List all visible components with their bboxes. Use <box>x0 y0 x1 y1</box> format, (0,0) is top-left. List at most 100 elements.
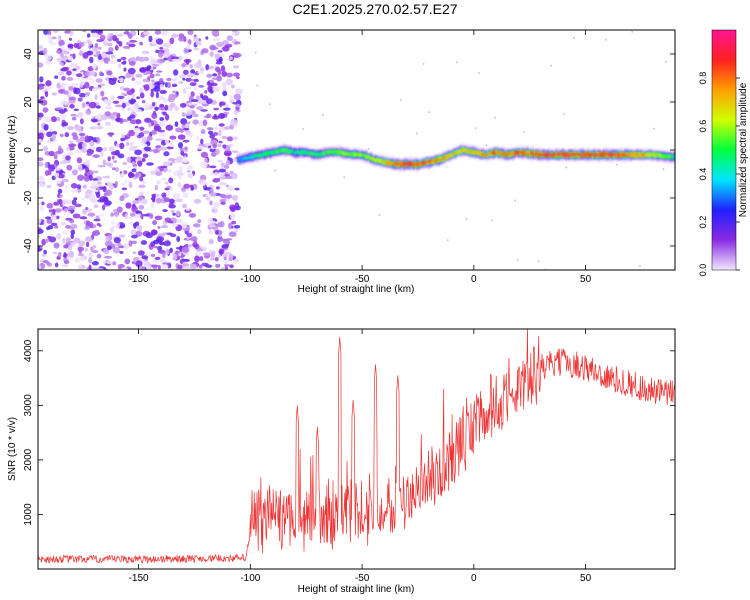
spectrogram-noise-cell <box>47 34 52 40</box>
spectrogram-noise-cell <box>231 30 238 33</box>
spectrogram-noise-cell <box>50 116 57 123</box>
spectrogram-noise-cell <box>136 225 143 232</box>
spectrogram-noise-cell <box>149 58 157 65</box>
spectrogram-noise-cell <box>163 57 169 61</box>
spectrogram-noise-cell <box>175 210 181 217</box>
spectrogram-noise-cell <box>153 245 158 249</box>
spectrogram-noise-cell <box>105 175 110 179</box>
spectrogram-noise-cell <box>142 130 150 135</box>
spectrogram-noise-cell <box>101 52 108 59</box>
spectrogram-noise-cell <box>70 113 77 117</box>
spectrogram-noise-cell <box>151 264 159 268</box>
spectrogram-noise-cell <box>167 82 171 89</box>
spectrogram-noise-cell <box>196 106 201 110</box>
spectrogram-ridge-cell <box>353 152 357 157</box>
spectrogram-noise-cell <box>221 267 225 270</box>
spectrogram-noise-cell <box>66 126 75 131</box>
spectrogram-noise-cell <box>220 126 225 130</box>
snr-xtick-label: 50 <box>580 573 592 584</box>
spectrogram-noise-cell <box>170 102 176 108</box>
spectrogram-xtick-label: -50 <box>355 274 370 285</box>
spectrogram-noise-cell <box>119 86 125 90</box>
spectrogram-noise-cell <box>217 159 223 163</box>
spectrogram-noise-cell <box>44 54 52 61</box>
spectrogram-noise-cell <box>125 142 130 147</box>
spectrogram-noise-cell <box>116 206 123 213</box>
spectrogram-noise-cell <box>105 189 112 196</box>
spectrogram-noise-cell <box>130 229 137 236</box>
spectrogram-noise-cell <box>156 236 165 242</box>
spectrogram-noise-cell <box>615 163 618 166</box>
spectrogram-noise-cell <box>212 37 221 42</box>
spectrogram-noise-cell <box>218 129 222 137</box>
spectrogram-noise-cell <box>159 165 168 169</box>
spectrogram-noise-cell <box>58 109 66 114</box>
spectrogram-noise-cell <box>378 213 381 216</box>
spectrogram-noise-cell <box>215 230 219 235</box>
spectrogram-noise-cell <box>164 139 169 144</box>
spectrogram-ridge-cell <box>499 152 503 156</box>
spectrogram-noise-cell <box>121 133 126 139</box>
spectrogram-noise-cell <box>152 220 158 226</box>
spectrogram-noise-cell <box>179 102 187 108</box>
colorbar: 0.0 0.2 0.4 0.6 0.8 Normalized spectral ampl… <box>698 29 749 276</box>
spectrogram-noise-cell <box>186 232 193 238</box>
spectrogram-noise-cell <box>177 264 183 270</box>
spectrogram-noise-cell <box>187 102 194 106</box>
spectrogram-noise-cell <box>193 36 200 42</box>
spectrogram-noise-cell <box>177 55 183 61</box>
spectrogram-noise-cell <box>216 177 221 182</box>
spectrogram-noise-cell <box>254 51 257 54</box>
spectrogram-noise-cell <box>88 257 93 264</box>
spectrogram-noise-cell <box>57 252 62 258</box>
spectrogram-noise-cell <box>229 204 237 211</box>
spectrogram-noise-cell <box>160 225 169 229</box>
spectrogram-noise-cell <box>58 198 63 205</box>
spectrogram-noise-cell <box>195 135 200 141</box>
spectrogram-noise-cell <box>109 226 115 234</box>
colorbar-tick-label: 0.2 <box>698 216 708 229</box>
spectrogram-noise-cell <box>152 148 159 154</box>
spectrogram-noise-cell <box>206 127 214 131</box>
spectrogram-noise-cell <box>90 145 95 150</box>
spectrogram-noise-cell <box>64 48 72 52</box>
spectrogram-noise-cell <box>211 46 219 50</box>
spectrogram-noise-cell <box>72 68 77 72</box>
spectrogram-noise-cell <box>52 30 59 34</box>
spectrogram-noise-cell <box>66 77 74 81</box>
spectrogram-noise-cell <box>159 89 168 94</box>
spectrogram-noise-cell <box>211 77 218 80</box>
spectrogram-noise-cell <box>150 170 157 176</box>
spectrogram-noise-cell <box>169 247 173 254</box>
spectrogram-noise-cell <box>71 132 78 137</box>
spectrogram-noise-cell <box>90 193 96 198</box>
spectrogram-noise-cell <box>169 135 177 140</box>
spectrogram-noise-cell <box>201 48 209 54</box>
spectrogram-noise-cell <box>64 199 72 205</box>
spectrogram-noise-cell <box>125 202 132 209</box>
spectrogram-noise-cell <box>142 153 149 158</box>
spectrogram-noise-cell <box>126 89 134 96</box>
spectrogram-noise-cell <box>123 179 131 183</box>
spectrogram-noise-cell <box>182 77 186 81</box>
spectrogram-ridge-cell <box>492 150 496 155</box>
spectrogram-noise-cell <box>61 66 69 72</box>
spectrogram-noise-cell <box>39 206 44 212</box>
spectrogram-noise-cell <box>112 111 118 115</box>
spectrogram-noise-cell <box>107 42 113 47</box>
spectrogram-noise-cell <box>53 153 58 160</box>
spectrogram-noise-cell <box>113 237 121 244</box>
spectrogram-noise-cell <box>173 253 178 261</box>
spectrogram-noise-cell <box>162 111 167 116</box>
spectrogram-noise-cell <box>118 234 126 238</box>
spectrogram-ytick-label: -20 <box>23 190 34 205</box>
spectrogram-noise-cell <box>189 64 193 69</box>
spectrogram-noise-cell <box>134 103 139 108</box>
spectrogram-noise-cell <box>160 177 168 181</box>
spectrogram-noise-cell <box>164 187 170 191</box>
spectrogram-noise-cell <box>168 179 173 183</box>
spectrogram-noise-cell <box>400 98 403 101</box>
spectrogram-noise-cell <box>204 143 212 146</box>
spectrogram-noise-cell <box>109 133 113 137</box>
spectrogram-ytick-label: 40 <box>23 48 34 60</box>
